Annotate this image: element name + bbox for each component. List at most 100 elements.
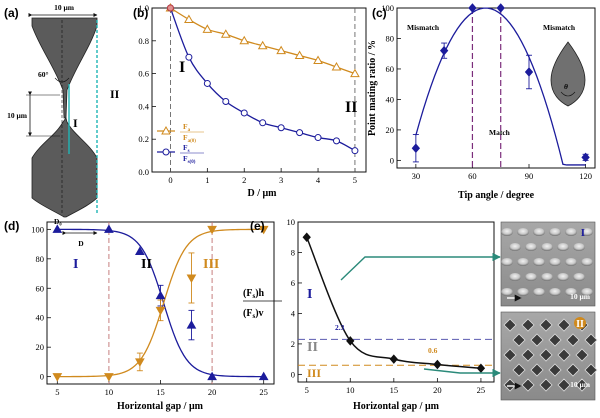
tip-inset-shape [550,41,586,107]
upper-tip-shape [31,17,98,119]
tip-inset-arc [560,91,576,97]
x-tick-label: 10 [105,387,114,397]
y-tick-label: 100 [31,224,44,234]
legend-den-Fa: Fa(0) [183,133,196,144]
y-tick-label: 80 [36,254,45,264]
axis-xlabel-d: Horizontal gap / μm [117,401,204,412]
sem-bump [533,228,545,236]
data-point [351,147,359,155]
y-tick-label: 6 [291,278,295,288]
axis-xlabel-e: Horizontal gap / μm [353,401,440,412]
data-point [258,371,269,381]
panel-c: (c) 30 60 90 120 0 20 40 60 80 100 Mismatch Misma… [367,3,596,201]
lower-tip-shape [31,117,98,218]
plot-frame-b [151,7,367,173]
sem-diamond [521,348,535,362]
region-I-label-d: I [73,257,78,272]
data-point [259,119,267,127]
data-point [135,358,145,367]
data-point [439,45,449,56]
x-tick-label: 10 [346,385,355,395]
sem-bump [581,288,593,296]
angle-arc [54,77,70,83]
x-tick-label: 20 [433,385,442,395]
axis-ylabel-c: Point mating ratio / % [367,40,378,136]
sem-diamond [539,378,553,392]
plot-frame-e [297,221,495,383]
sem-diamond [584,333,598,347]
legend-marker-Fa [161,125,171,135]
y-tick-label: 80 [386,33,395,43]
data-point [294,50,305,60]
panel-a: (a) 10 μm 10 μm 60° I II D₀ D [4,3,120,248]
sem-diamond [521,318,535,332]
sem-top-bg [500,221,596,307]
sem-diamond [503,348,517,362]
sem-bump [541,273,553,281]
angle-label: 60° [38,70,49,79]
y-tick-label: 0.6 [138,69,149,79]
x-tick-label: 25 [259,387,268,397]
x-tick-label: 120 [579,171,592,181]
region-II-label-d: II [141,257,152,272]
x-tick-label: 25 [477,385,486,395]
panel-e: (e) (Fs)h (Fs)v 5 10 15 20 25 0 2 4 6 8 10 I II II… [243,217,501,412]
panel-b: (b) 0 1 2 3 4 5 0.0 0.2 0.4 0.6 0.8 1.0 I II D / μm… [133,2,367,199]
value-0-6-label: 0.6 [428,346,438,355]
sem-diamond [575,348,589,362]
sem-diamond [548,333,562,347]
y-tick-label: 10 [287,217,296,227]
arrow-to-sem-top [340,252,501,281]
region-III-label-e: III [307,366,321,380]
sem-diamond [530,333,544,347]
x-tick-label: 20 [208,387,217,397]
data-point [52,373,63,382]
data-point [496,3,505,13]
ratio-numerator: (Fs)h [243,288,265,300]
sem-diamond [557,318,571,332]
y-tick-label: 0 [40,372,44,382]
x-tick-label: 15 [390,385,399,395]
sem-diamond [512,363,526,377]
x-tick-label: 0 [168,175,172,185]
data-point [433,359,442,370]
y-tick-label: 0.8 [138,36,149,46]
x-tick-label: 15 [156,387,165,397]
data-point [207,225,217,235]
region-I-label-b: I [179,59,185,76]
ratio-denominator: (Fs)v [243,308,264,320]
data-point [350,68,360,78]
sem-diamond [548,363,562,377]
sem-top-scale: 10 μm [570,292,591,301]
y-tick-label: 0.2 [138,134,149,144]
sem-diamond [566,333,580,347]
legend-num-Fs: Fs [183,143,190,154]
plot-area-d [52,222,269,384]
sem-diamond [521,378,535,392]
sem-bump [533,258,545,266]
sem-image-bottom: II 10 μm [500,311,598,401]
x-tick-label: 2 [242,175,246,185]
theta-label: θ [564,82,568,91]
y-tick-label: 40 [36,313,45,323]
sem-bump [557,273,569,281]
mismatch-right-label: Mismatch [543,23,576,32]
sem-bump [549,258,561,266]
axis-xlabel-c: Tip angle / degree [458,190,535,201]
data-point [257,40,268,50]
data-point [389,354,398,364]
region-III-label-d: III [203,257,219,272]
sem-bump [509,243,521,251]
y-tick-label: 0 [291,369,295,379]
x-tick-label: 30 [412,171,421,181]
y-tick-label: 100 [381,3,394,13]
axis-ticks-b: 0 1 2 3 4 5 0.0 0.2 0.4 0.6 0.8 1.0 [138,3,357,185]
sem-bump [557,243,569,251]
data-point [581,152,590,163]
plot-frame-c [396,7,596,169]
region-II-label: II [110,87,120,101]
data-point [203,79,211,87]
data-point [239,35,250,45]
sem-bump [549,288,561,296]
